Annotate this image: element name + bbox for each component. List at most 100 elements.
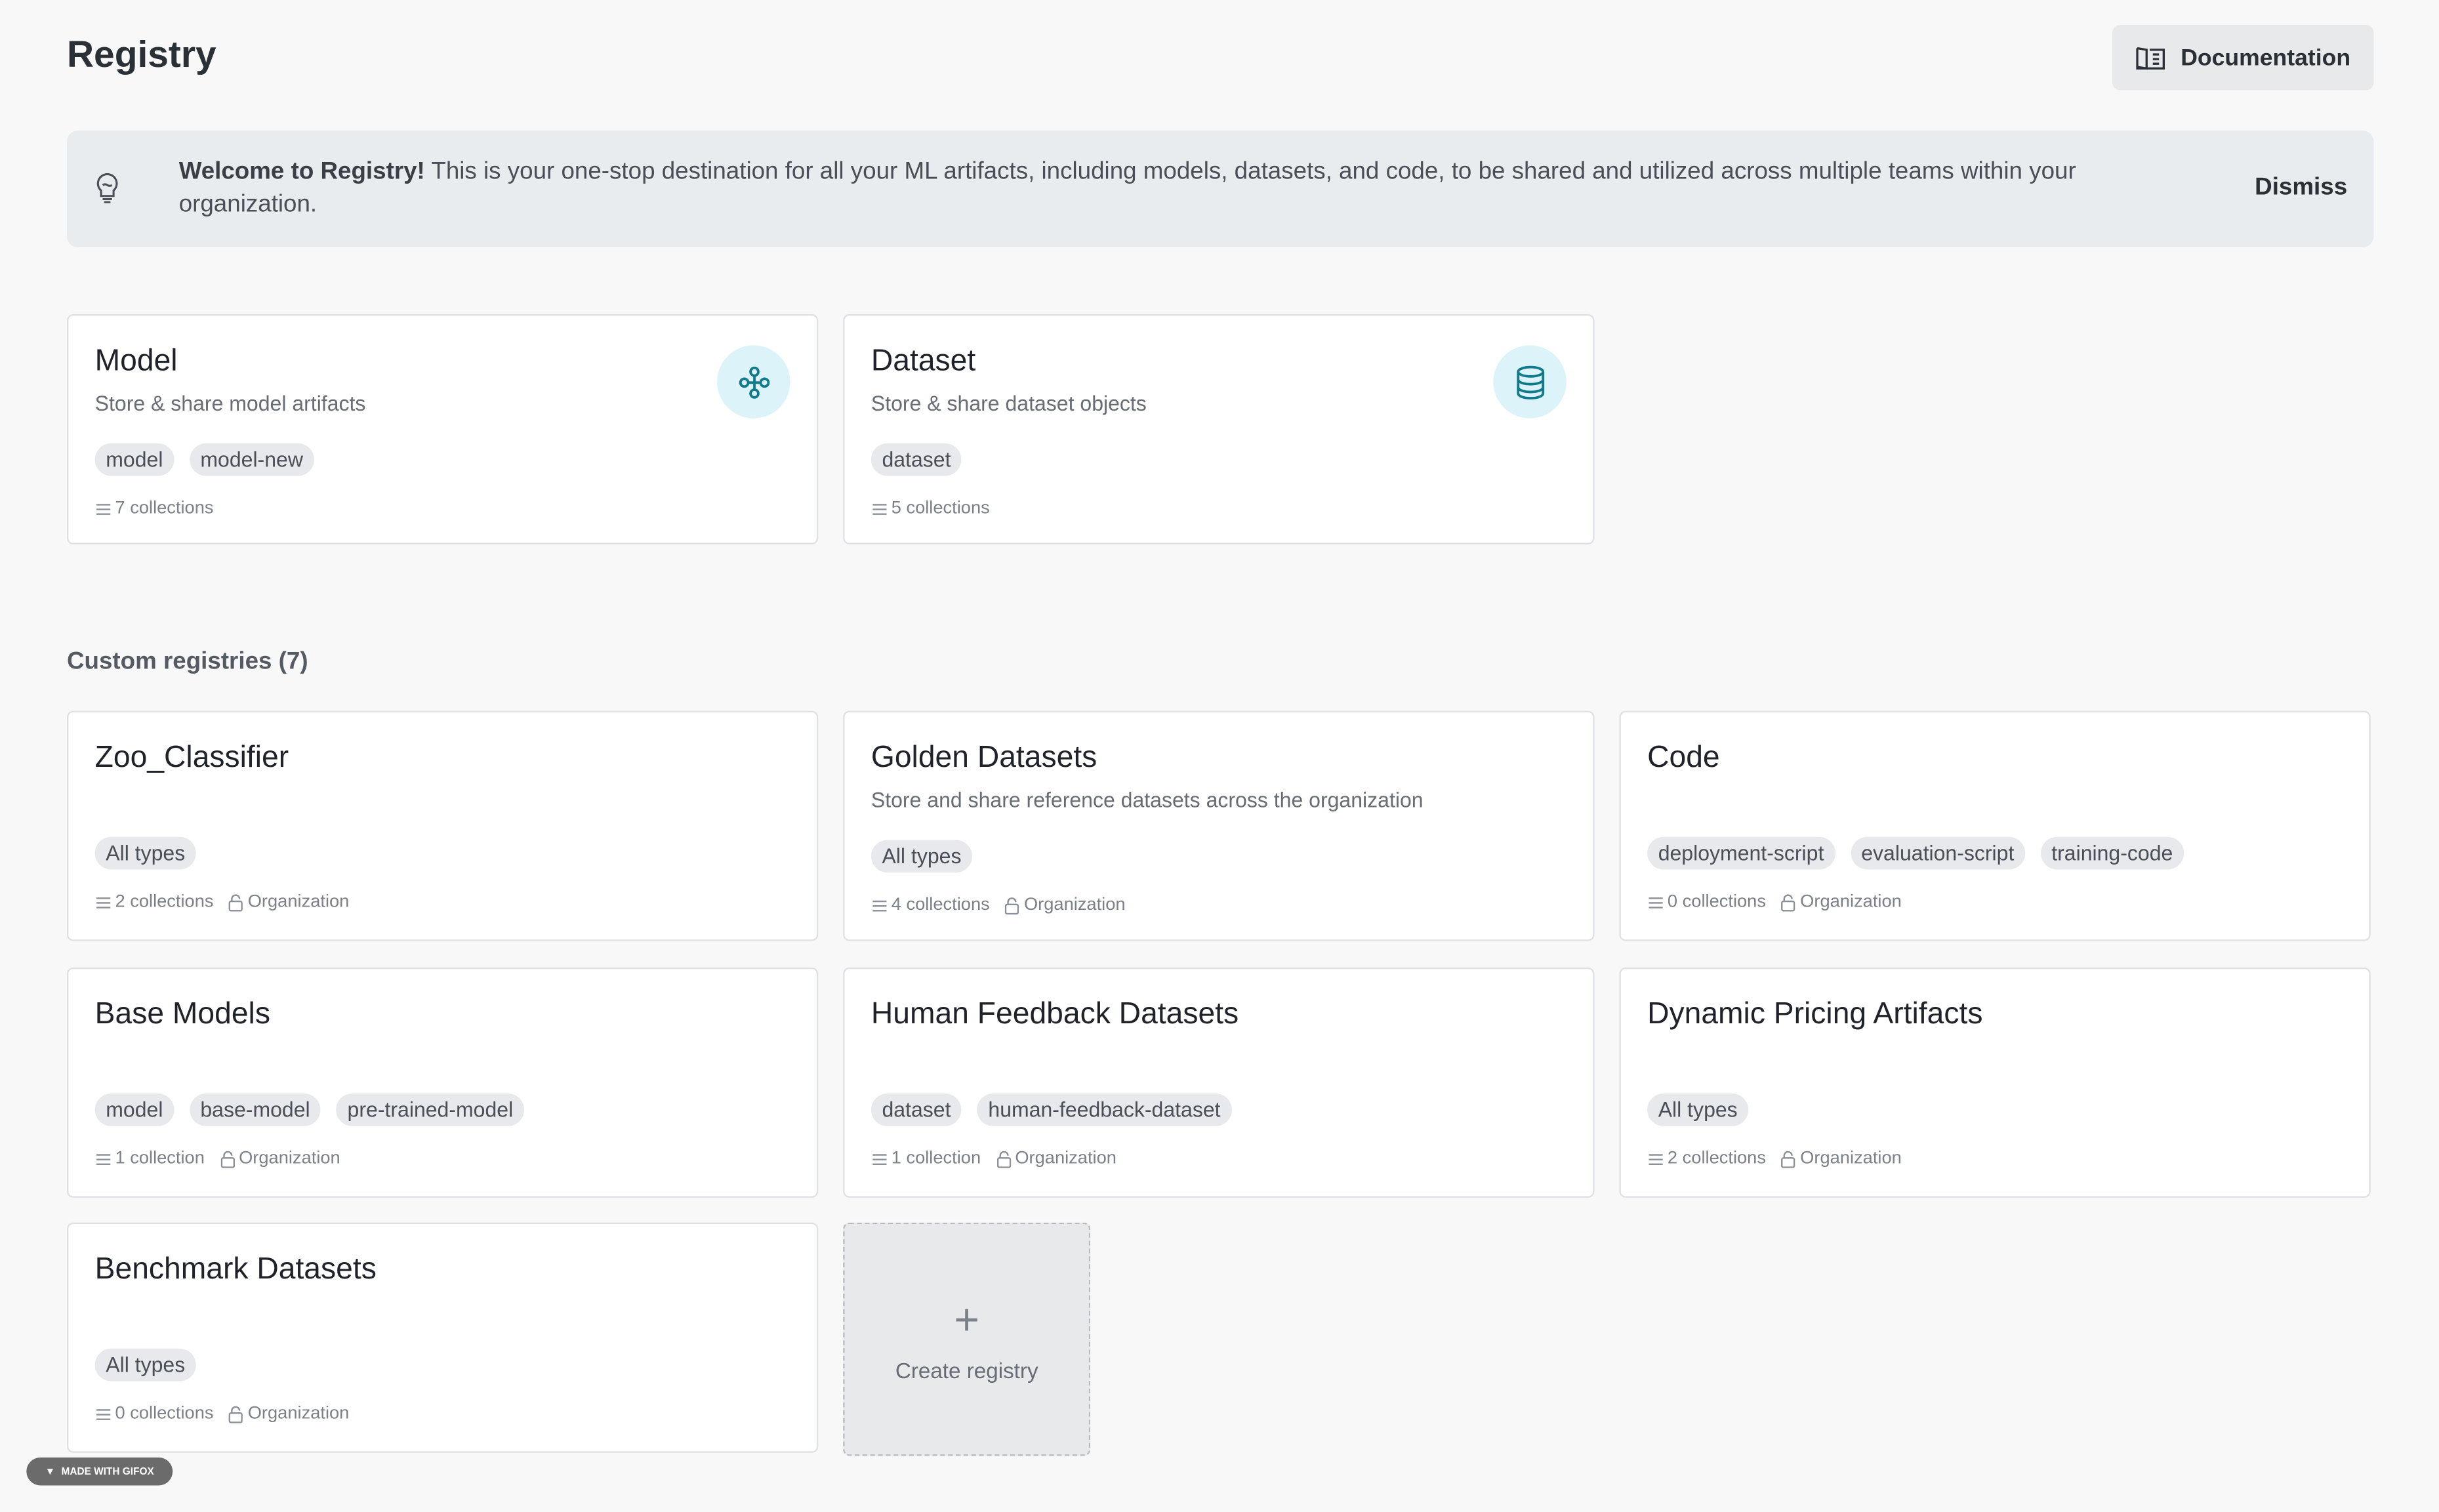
registry-card[interactable]: Model Store & share model artifacts model m… [66, 314, 819, 544]
registry-meta: 4 collections Organization [872, 895, 1126, 915]
collections-text: 7 collections [115, 499, 214, 518]
tag-list: All types [871, 840, 973, 873]
collections-text: 2 collections [1667, 1149, 1767, 1168]
book-icon [2136, 46, 2165, 70]
tag-list: dataset human-feedback-dataset [871, 1093, 1232, 1126]
registry-name: Zoo_Classifier [94, 740, 289, 775]
tag-list: All types [94, 1348, 196, 1381]
tag-list: deployment-script evaluation-script traini… [1647, 836, 2184, 870]
visibility: Organization [1781, 893, 1902, 912]
registry-card[interactable]: Code deployment-script evaluation-script tr… [1619, 710, 2371, 941]
tag-list: dataset [871, 443, 962, 476]
visibility-text: Organization [1023, 895, 1126, 915]
registry-card[interactable]: Benchmark Datasets All types 0 collections… [66, 1222, 819, 1453]
collections-count: 0 collections [1649, 893, 1767, 912]
type-tag: dataset [871, 443, 962, 476]
collections-count: 2 collections [96, 893, 214, 912]
registry-description: Store & share dataset objects [871, 392, 1147, 416]
collections-text: 0 collections [115, 1404, 214, 1423]
collections-text: 2 collections [115, 893, 214, 912]
list-icon [872, 503, 887, 514]
banner-bold: Welcome to Registry! [178, 158, 425, 186]
registry-name: Dataset [871, 344, 976, 378]
registry-meta: 1 collection Organization [96, 1149, 340, 1168]
registry-card[interactable]: Dataset Store & share dataset objects data… [843, 314, 1595, 544]
welcome-banner: Welcome to Registry! This is your one-st… [66, 131, 2374, 248]
visibility-text: Organization [239, 1149, 340, 1168]
type-tag: model [94, 1093, 174, 1126]
lock-icon [229, 1405, 243, 1423]
visibility: Organization [996, 1149, 1117, 1168]
collections-count: 2 collections [1649, 1149, 1766, 1168]
list-icon [96, 1408, 111, 1420]
visibility-text: Organization [1800, 893, 1902, 912]
dismiss-button[interactable]: Dismiss [2255, 174, 2348, 201]
model-network-icon [717, 345, 790, 419]
fox-icon: ▼ [45, 1465, 55, 1477]
registry-name: Benchmark Datasets [94, 1252, 377, 1286]
documentation-button[interactable]: Documentation [2112, 24, 2374, 91]
registry-card[interactable]: Dynamic Pricing Artifacts All types 2 coll… [1619, 967, 2371, 1198]
lock-icon [1781, 1150, 1796, 1168]
registry-name: Code [1647, 740, 1720, 775]
visibility: Organization [1005, 895, 1126, 915]
create-registry-button[interactable]: + Create registry [843, 1222, 1091, 1456]
tag-list: model base-model pre-trained-model [94, 1093, 524, 1126]
registry-meta: 1 collection Organization [872, 1149, 1117, 1168]
registry-meta: 2 collections Organization [1649, 1149, 1902, 1168]
type-tag: All types [871, 840, 973, 873]
visibility-text: Organization [247, 893, 350, 912]
list-icon [96, 896, 111, 908]
registry-name: Dynamic Pricing Artifacts [1647, 996, 1983, 1032]
lock-icon [229, 893, 243, 911]
registry-meta: 7 collections [96, 499, 214, 518]
list-icon [872, 899, 887, 911]
watermark-text: MADE WITH GIFOX [61, 1465, 154, 1477]
collections-count: 1 collection [872, 1149, 981, 1168]
list-icon [1649, 1153, 1663, 1164]
lock-icon [1005, 897, 1019, 914]
registry-name: Golden Datasets [871, 740, 1097, 775]
collections-count: 1 collection [96, 1149, 205, 1168]
visibility: Organization [1781, 1149, 1902, 1168]
registry-meta: 2 collections Organization [96, 893, 350, 912]
type-tag: All types [94, 1348, 196, 1381]
visibility: Organization [229, 893, 350, 912]
registry-card[interactable]: Zoo_Classifier All types 2 collections Orga… [66, 710, 819, 941]
type-tag: base-model [189, 1093, 321, 1126]
registry-card[interactable]: Human Feedback Datasets dataset human-feed… [843, 967, 1595, 1198]
documentation-label: Documentation [2181, 44, 2351, 71]
banner-text: This is your one-stop destination for al… [178, 158, 2076, 218]
plus-icon: + [954, 1296, 980, 1344]
visibility: Organization [220, 1149, 340, 1168]
collections-count: 4 collections [872, 896, 990, 914]
collections-text: 1 collection [115, 1149, 205, 1168]
collections-text: 4 collections [891, 895, 990, 915]
create-registry-label: Create registry [895, 1358, 1038, 1383]
type-tag: deployment-script [1647, 836, 1835, 870]
tag-list: All types [1647, 1093, 1749, 1126]
list-icon [872, 1153, 887, 1164]
collections-text: 1 collection [891, 1149, 981, 1168]
registry-description: Store and share reference datasets acros… [871, 788, 1424, 812]
registry-card[interactable]: Base Models model base-model pre-trained-mo… [66, 967, 819, 1198]
type-tag: model [94, 443, 174, 476]
registry-name: Model [94, 344, 178, 378]
registry-meta: 0 collections Organization [96, 1404, 349, 1423]
collections-count: 7 collections [96, 499, 214, 518]
collections-text: 0 collections [1667, 893, 1767, 912]
registry-name: Base Models [94, 996, 270, 1032]
collections-text: 5 collections [891, 499, 990, 518]
type-tag: evaluation-script [1850, 836, 2025, 870]
collections-count: 5 collections [872, 499, 990, 518]
type-tag: model-new [189, 443, 314, 476]
collections-count: 0 collections [96, 1404, 214, 1423]
banner-message: Welcome to Registry! This is your one-st… [179, 155, 2139, 221]
gifox-watermark: ▼ MADE WITH GIFOX [26, 1457, 173, 1486]
type-tag: pre-trained-model [336, 1093, 524, 1126]
page-title: Registry [66, 34, 216, 77]
list-icon [96, 1153, 111, 1164]
tag-list: model model-new [94, 443, 314, 476]
registry-card[interactable]: Golden Datasets Store and share reference… [843, 710, 1595, 941]
tag-list: All types [94, 836, 196, 870]
